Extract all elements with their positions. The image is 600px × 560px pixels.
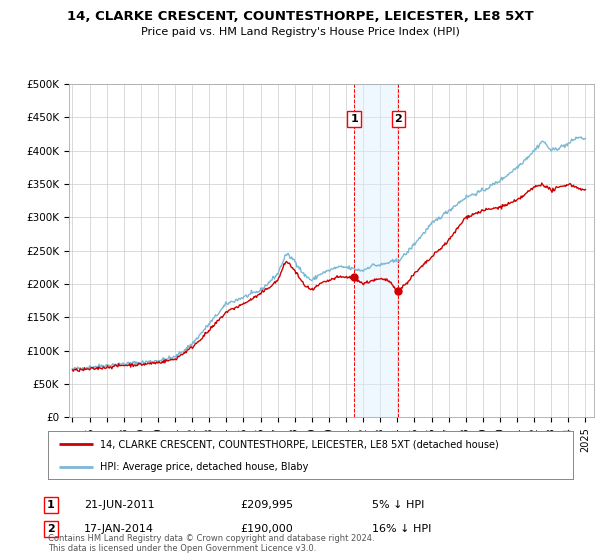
Text: 17-JAN-2014: 17-JAN-2014 [84, 524, 154, 534]
Text: 14, CLARKE CRESCENT, COUNTESTHORPE, LEICESTER, LE8 5XT (detached house): 14, CLARKE CRESCENT, COUNTESTHORPE, LEIC… [101, 439, 499, 449]
Text: 16% ↓ HPI: 16% ↓ HPI [372, 524, 431, 534]
Text: 1: 1 [350, 114, 358, 124]
Text: 1: 1 [47, 500, 55, 510]
Text: Contains HM Land Registry data © Crown copyright and database right 2024.
This d: Contains HM Land Registry data © Crown c… [48, 534, 374, 553]
Text: 14, CLARKE CRESCENT, COUNTESTHORPE, LEICESTER, LE8 5XT: 14, CLARKE CRESCENT, COUNTESTHORPE, LEIC… [67, 10, 533, 23]
Text: Price paid vs. HM Land Registry's House Price Index (HPI): Price paid vs. HM Land Registry's House … [140, 27, 460, 37]
Text: £209,995: £209,995 [240, 500, 293, 510]
Text: HPI: Average price, detached house, Blaby: HPI: Average price, detached house, Blab… [101, 463, 309, 473]
Text: 2: 2 [394, 114, 402, 124]
Text: 21-JUN-2011: 21-JUN-2011 [84, 500, 155, 510]
Bar [354, 84, 398, 417]
Text: £190,000: £190,000 [240, 524, 293, 534]
Text: 5% ↓ HPI: 5% ↓ HPI [372, 500, 424, 510]
Text: 2: 2 [47, 524, 55, 534]
